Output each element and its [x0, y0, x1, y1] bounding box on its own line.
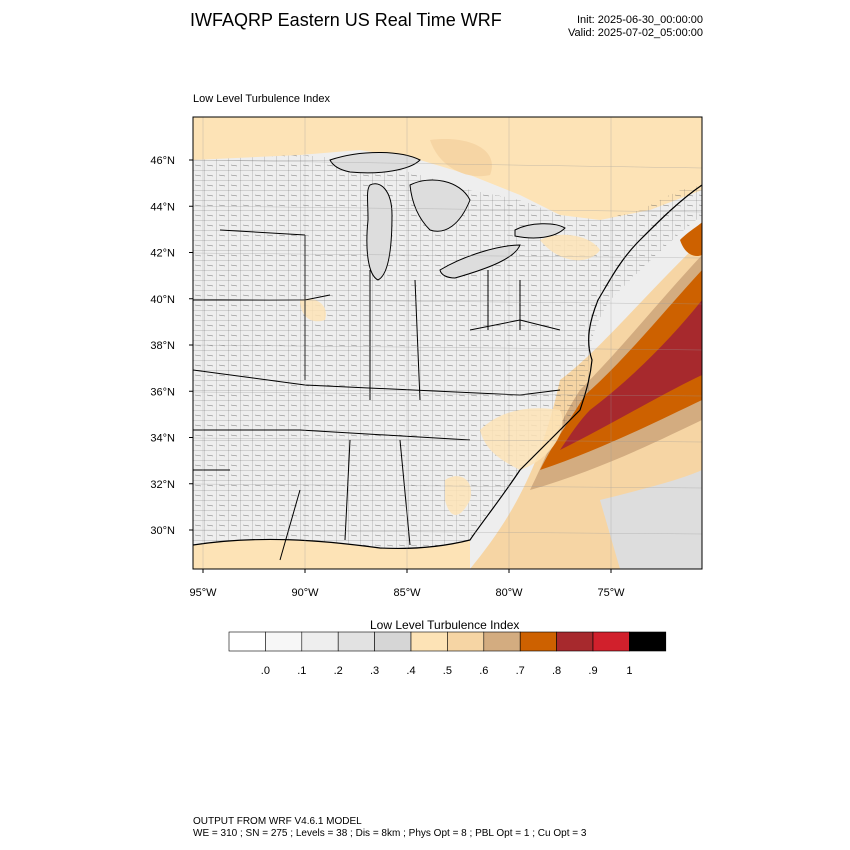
- lat-label: 42°N: [150, 248, 175, 260]
- colorbar-label: .0: [261, 665, 270, 677]
- ontario-shading: [430, 139, 492, 177]
- colorbar-label: .4: [406, 665, 415, 677]
- init-time: Init: 2025-06-30_00:00:00: [577, 14, 703, 26]
- colorbar-label: .2: [334, 665, 343, 677]
- canada-shading: [193, 117, 702, 220]
- graticule: [193, 117, 702, 569]
- lat-label: 40°N: [150, 294, 175, 306]
- lat-label: 30°N: [150, 525, 175, 537]
- latitude-axis: 46°N 44°N 42°N 40°N 38°N 36°N 34°N 32°N 30°N: [150, 155, 193, 537]
- colorbar-label: .1: [297, 665, 306, 677]
- ny-patch: [540, 234, 600, 261]
- colorbar-swatch: [337, 631, 375, 652]
- lon-label: 80°W: [495, 587, 523, 599]
- colorbar-swatch: [629, 631, 667, 652]
- colorbar-label: .5: [443, 665, 452, 677]
- colorbar: .0 .1 .2 .3 .4 .5 .6 .7 .8 .9 1: [228, 631, 667, 677]
- illinois-patch: [300, 298, 326, 322]
- ocean-band-8b: [680, 222, 702, 257]
- carolina-patch: [480, 408, 563, 470]
- colorbar-label: .8: [552, 665, 561, 677]
- lake-michigan: [366, 183, 393, 281]
- colorbar-swatch: [519, 631, 557, 652]
- lat-label: 38°N: [150, 340, 175, 352]
- lat-label: 44°N: [150, 201, 175, 213]
- lon-label: 95°W: [189, 587, 217, 599]
- lat-label: 34°N: [150, 433, 175, 445]
- ocean-gray: [600, 470, 702, 569]
- main-title: IWFAQRP Eastern US Real Time WRF: [190, 10, 502, 30]
- lake-erie: [439, 244, 521, 279]
- colorbar-label: .3: [370, 665, 379, 677]
- colorbar-label: .9: [588, 665, 597, 677]
- lat-label: 36°N: [150, 386, 175, 398]
- valid-time: Valid: 2025-07-02_05:00:00: [568, 27, 703, 39]
- gulf-shading: [193, 539, 470, 569]
- colorbar-swatch: [447, 631, 485, 652]
- colorbar-title: Low Level Turbulence Index: [370, 618, 520, 632]
- lat-label: 46°N: [150, 155, 175, 167]
- georgia-patch: [445, 476, 471, 515]
- colorbar-swatch: [556, 631, 594, 652]
- colorbar-label: 1: [626, 665, 632, 677]
- lon-label: 75°W: [597, 587, 625, 599]
- map-plot: [193, 117, 702, 569]
- colorbar-swatch: [265, 631, 303, 652]
- footer-model: OUTPUT FROM WRF V4.6.1 MODEL: [193, 816, 362, 827]
- ocean-band-9: [560, 300, 702, 450]
- lat-label: 32°N: [150, 479, 175, 491]
- lake-ontario: [514, 223, 566, 239]
- map-frame: [192, 116, 703, 570]
- colorbar-swatch: [228, 631, 266, 652]
- colorbar-swatch: [483, 631, 521, 652]
- map-subtitle: Low Level Turbulence Index: [193, 93, 330, 105]
- lon-label: 85°W: [393, 587, 421, 599]
- colorbar-swatch: [374, 631, 412, 652]
- footer-config: WE = 310 ; SN = 275 ; Levels = 38 ; Dis …: [193, 828, 587, 839]
- colorbar-swatch: [410, 631, 448, 652]
- colorbar-label: .7: [516, 665, 525, 677]
- colorbar-swatch: [301, 631, 339, 652]
- lon-label: 90°W: [291, 587, 319, 599]
- ocean-band-8: [540, 270, 702, 470]
- colorbar-swatch: [592, 631, 630, 652]
- coastline: [193, 184, 702, 550]
- state-borders: [193, 229, 561, 561]
- colorbar-label: .6: [479, 665, 488, 677]
- lake-huron: [409, 179, 471, 232]
- longitude-axis: 95°W 90°W 85°W 80°W 75°W: [189, 569, 625, 599]
